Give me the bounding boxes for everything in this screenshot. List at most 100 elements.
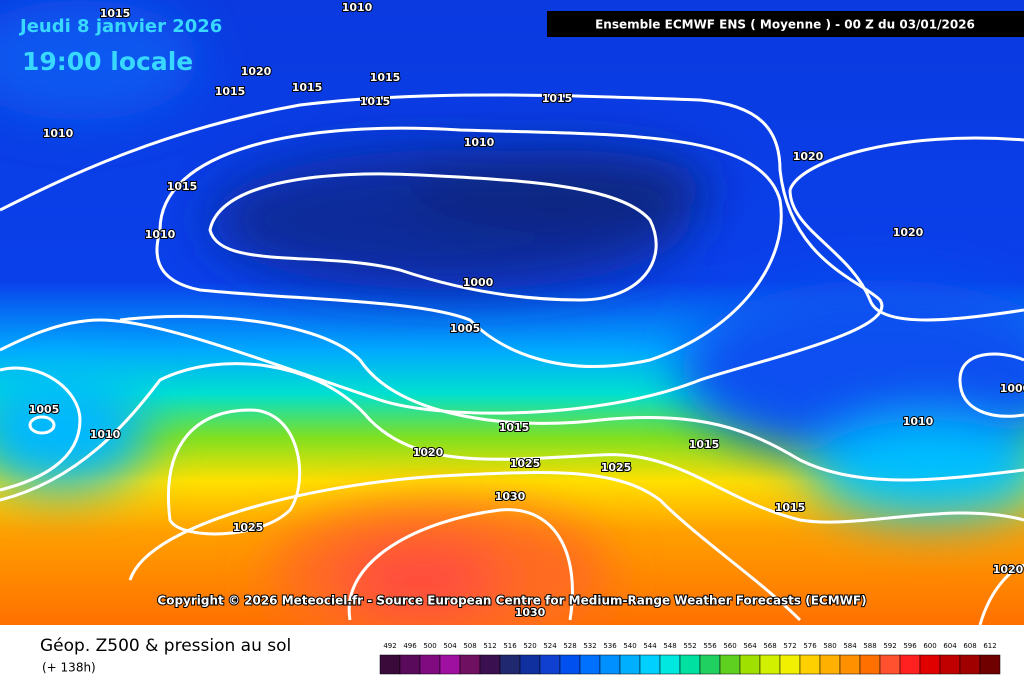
isobar-label: 1005	[29, 403, 60, 416]
colorbar-label: 500	[423, 642, 436, 650]
colorbar-swatch	[399, 654, 421, 675]
colorbar-swatch	[699, 654, 721, 675]
time: 19:00 locale	[22, 47, 193, 76]
colorbar-swatch	[519, 654, 541, 675]
isobar-label: 1015	[370, 71, 401, 84]
colorbar-label: 584	[843, 642, 857, 650]
colorbar-label: 596	[903, 642, 917, 650]
colorbar-swatch	[959, 654, 981, 675]
colorbar-swatch	[819, 654, 841, 675]
colorbar-label: 572	[783, 642, 796, 650]
isobar-label: 1000	[1000, 382, 1024, 395]
colorbar-label: 532	[583, 642, 596, 650]
colorbar-label: 608	[963, 642, 976, 650]
isobar-label: 1020	[993, 563, 1024, 576]
isobar-label: 1005	[450, 322, 481, 335]
isobar-label: 1010	[145, 228, 176, 241]
colorbar-swatch	[559, 654, 581, 675]
run-info: Ensemble ECMWF ENS ( Moyenne ) - 00 Z du…	[595, 18, 975, 32]
colorbar-label: 552	[683, 642, 696, 650]
colorbar-label: 580	[823, 642, 836, 650]
colorbar-label: 548	[663, 642, 676, 650]
colorbar-swatch	[639, 654, 661, 675]
colorbar-swatch	[419, 654, 441, 675]
isobar-label: 1015	[542, 92, 573, 105]
colorbar-swatch	[759, 654, 781, 675]
colorbar-swatch	[379, 654, 401, 675]
colorbar-label: 544	[643, 642, 657, 650]
isobar-label: 1020	[893, 226, 924, 239]
colorbar-label: 564	[743, 642, 757, 650]
colorbar-label: 576	[803, 642, 817, 650]
colorbar-label: 512	[483, 642, 496, 650]
isobar-label: 1015	[292, 81, 323, 94]
isobar-label: 1030	[495, 490, 526, 503]
colorbar-swatch	[939, 654, 961, 675]
colorbar-swatch	[799, 654, 821, 675]
isobar-label: 1015	[775, 501, 806, 514]
isobar-label: 1020	[413, 446, 444, 459]
map	[0, 0, 1024, 625]
isobar-label: 1010	[903, 415, 934, 428]
colorbar-label: 496	[403, 642, 417, 650]
colorbar-swatch	[499, 654, 521, 675]
colorbar-label: 508	[463, 642, 476, 650]
footer-title: Géop. Z500 & pression au sol	[40, 636, 291, 656]
date: Jeudi 8 janvier 2026	[18, 16, 222, 37]
colorbar-label: 604	[943, 642, 957, 650]
isobar-label: 1010	[464, 136, 495, 149]
colorbar-label: 504	[443, 642, 457, 650]
colorbar-swatch	[579, 654, 601, 675]
colorbar-swatch	[439, 654, 461, 675]
colorbar-swatch	[539, 654, 561, 675]
isobar-label: 1015	[100, 7, 131, 20]
colorbar-swatch	[839, 654, 861, 675]
run-banner	[547, 11, 1024, 37]
colorbar-label: 540	[623, 642, 636, 650]
isobar-label: 1015	[167, 180, 198, 193]
colorbar-swatch	[979, 654, 1001, 675]
colorbar-label: 592	[883, 642, 896, 650]
colorbar-swatch	[739, 654, 761, 675]
isobar-label: 1010	[342, 1, 373, 14]
isobar-label: 1020	[241, 65, 272, 78]
isobar-label: 1015	[689, 438, 720, 451]
colorbar-swatch	[679, 654, 701, 675]
isobar-label: 1030	[515, 606, 546, 619]
colorbar-label: 600	[923, 642, 936, 650]
colorbar-swatch	[899, 654, 921, 675]
colorbar-swatch	[459, 654, 481, 675]
isobar-label: 1015	[215, 85, 246, 98]
isobar-label: 1025	[510, 457, 541, 470]
colorbar-swatch	[919, 654, 941, 675]
colorbar-swatch	[599, 654, 621, 675]
colorbar-swatch	[479, 654, 501, 675]
colorbar-swatch	[619, 654, 641, 675]
isobar-label: 1025	[233, 521, 264, 534]
colorbar-label: 528	[563, 642, 576, 650]
colorbar-label: 568	[763, 642, 776, 650]
colorbar-label: 516	[503, 642, 517, 650]
colorbar-label: 492	[383, 642, 396, 650]
isobar-label: 1020	[793, 150, 824, 163]
colorbar-label: 560	[723, 642, 736, 650]
copyright: Copyright © 2026 Meteociel.fr - Source E…	[157, 594, 866, 608]
isobar-label: 1000	[463, 276, 494, 289]
colorbar-label: 536	[603, 642, 617, 650]
colorbar-label: 556	[703, 642, 717, 650]
colorbar-label: 524	[543, 642, 557, 650]
isobar-label: 1010	[43, 127, 74, 140]
colorbar-swatch	[659, 654, 681, 675]
isobar-label: 1015	[360, 95, 391, 108]
isobar-label: 1025	[601, 461, 632, 474]
colorbar-label: 612	[983, 642, 996, 650]
isobar-label: 1010	[90, 428, 121, 441]
colorbar-swatch	[859, 654, 881, 675]
colorbar-swatch	[879, 654, 901, 675]
colorbar-label: 588	[863, 642, 876, 650]
colorbar-swatch	[719, 654, 741, 675]
colorbar-label: 520	[523, 642, 536, 650]
colorbar-swatch	[779, 654, 801, 675]
footer-lead: (+ 138h)	[42, 661, 96, 675]
